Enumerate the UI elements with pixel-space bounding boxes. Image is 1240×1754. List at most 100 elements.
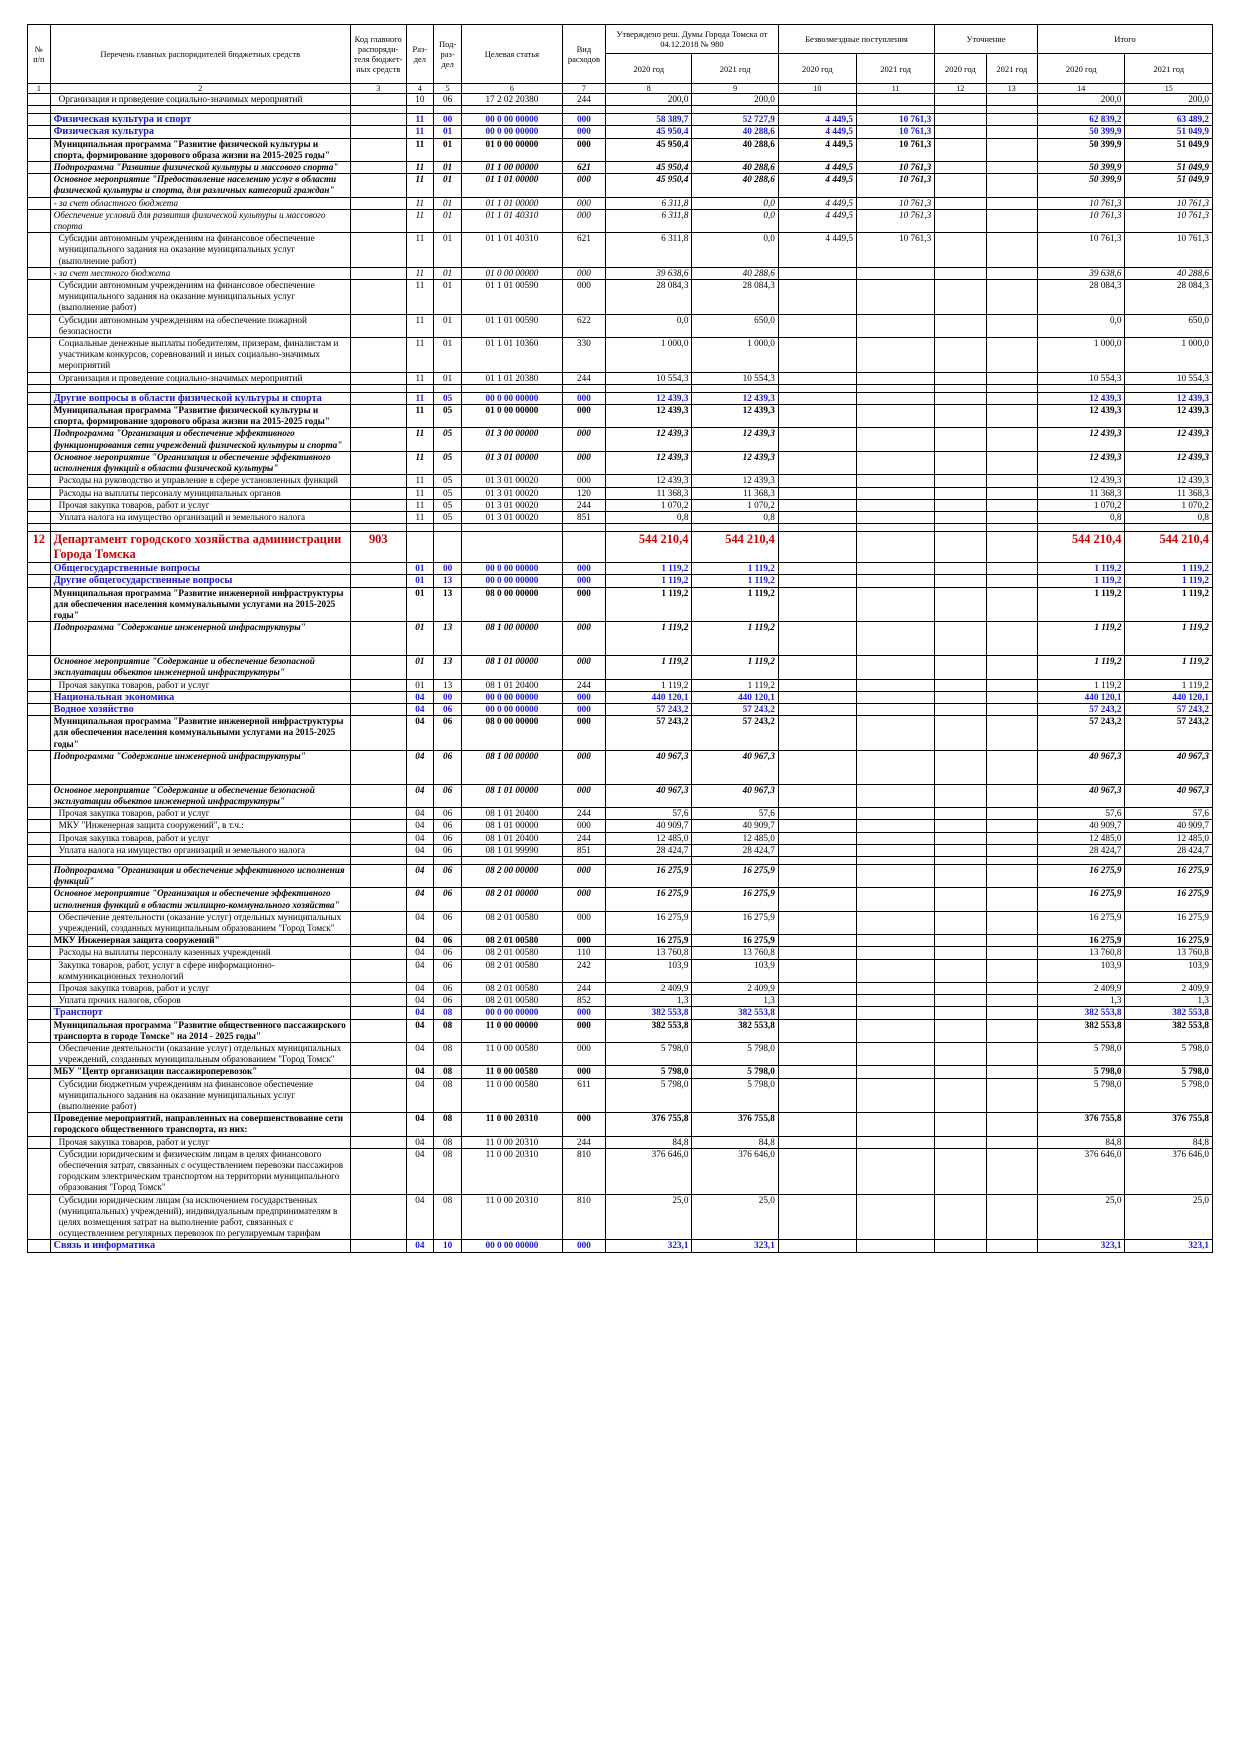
row-grants-2021	[855, 562, 936, 576]
row-grants-2021	[855, 510, 936, 525]
spacer-cell	[405, 105, 435, 115]
row-total-2021: 5 798,0	[1124, 1077, 1213, 1114]
table-row: Подпрограмма "Содержание инженерной инфр…	[27, 621, 1213, 657]
row-clarification-2020	[934, 92, 987, 107]
table-row: Муниципальная программа "Развитие физиче…	[27, 137, 1213, 163]
row-total-2021: 103,9	[1124, 958, 1213, 984]
row-grants-2021	[855, 1239, 936, 1253]
table-row: Муниципальная программа "Развитие физиче…	[27, 404, 1213, 429]
row-grants-2020	[777, 749, 857, 785]
spacer-row	[27, 105, 1213, 115]
row-razdel: 01	[405, 562, 435, 576]
row-grants-2021	[855, 531, 936, 564]
row-approved-2020: 6 311,8	[605, 208, 693, 234]
row-clarification-2021	[985, 783, 1039, 809]
row-clarification-2021	[985, 427, 1039, 452]
row-target: 08 2 01 00580	[461, 910, 563, 936]
header-year: 2021 год	[1124, 53, 1213, 84]
table-row: Подпрограмма "Содержание инженерной инфр…	[27, 749, 1213, 785]
row-grants-2021	[855, 783, 936, 809]
header-clarification: Уточнение	[934, 24, 1038, 54]
row-razdel: 04	[405, 715, 435, 751]
spacer-cell	[561, 105, 607, 115]
row-approved-2021: 40 288,6	[691, 173, 779, 198]
row-target: 11 0 00 20310	[461, 1112, 563, 1137]
row-grants-2021	[855, 655, 936, 680]
table-row: - за счет областного бюджета 11 01 01 1 01 …	[27, 196, 1213, 210]
row-approved-2021: 2 409,9	[691, 981, 779, 996]
row-total-2021: 10 761,3	[1124, 232, 1213, 268]
header-target: Целевая статья	[461, 24, 563, 84]
row-total-2020: 50 399,9	[1036, 137, 1126, 163]
row-grants-2021	[855, 427, 936, 452]
row-razdel: 04	[405, 690, 435, 704]
row-approved-2020: 6 311,8	[605, 232, 693, 268]
spacer-cell	[855, 523, 936, 533]
table-row: Основное мероприятие "Организация и обес…	[27, 887, 1213, 912]
row-razdel: 01	[405, 621, 435, 657]
row-total-2021: 40 967,3	[1124, 749, 1213, 785]
row-total-2021: 376 755,8	[1124, 1112, 1213, 1137]
row-clarification-2020	[934, 934, 987, 948]
row-total-2021: 16 275,9	[1124, 910, 1213, 936]
row-razdel: 04	[405, 863, 435, 889]
row-grants-2020	[777, 981, 857, 996]
row-podrazdel: 06	[433, 934, 463, 948]
row-clarification-2020	[934, 887, 987, 912]
spacer-cell	[461, 105, 563, 115]
table-row: Закупка товаров, работ, услуг в сфере ин…	[27, 958, 1213, 984]
row-razdel: 11	[405, 474, 435, 488]
row-code	[349, 371, 407, 385]
row-grants-2021	[855, 843, 936, 857]
row-grants-2020	[777, 486, 857, 500]
row-approved-2020: 16 275,9	[605, 910, 693, 936]
row-approved-2020: 5 798,0	[605, 1042, 693, 1067]
row-code	[349, 690, 407, 704]
row-razdel: 11	[405, 125, 435, 139]
row-vid	[561, 531, 607, 564]
row-target: 01 1 01 00590	[461, 313, 563, 339]
row-number	[27, 574, 51, 588]
row-approved-2021: 1 119,2	[691, 678, 779, 692]
row-approved-2021: 12 439,3	[691, 450, 779, 476]
table-row: 12 Департамент городского хозяйства админ…	[27, 531, 1213, 564]
row-total-2020: 16 275,9	[1036, 934, 1126, 948]
row-total-2020: 323,1	[1036, 1239, 1126, 1253]
row-target: 08 1 01 00000	[461, 819, 563, 833]
row-clarification-2021	[985, 574, 1039, 588]
row-grants-2020	[777, 1147, 857, 1195]
row-razdel: 10	[405, 92, 435, 107]
row-podrazdel: 05	[433, 498, 463, 512]
header-approved: Утверждено реш. Думы Города Томска от 04…	[605, 24, 779, 54]
spacer-cell	[349, 105, 407, 115]
row-name: Субсидии бюджетным учреждениям на финанс…	[49, 1077, 351, 1114]
row-clarification-2020	[934, 910, 987, 936]
row-grants-2020	[777, 266, 857, 281]
table-row: Субсидии юридическим лицам (за исключени…	[27, 1193, 1213, 1241]
row-approved-2020: 6 311,8	[605, 196, 693, 210]
row-clarification-2021	[985, 1112, 1039, 1137]
row-approved-2021: 12 485,0	[691, 831, 779, 845]
row-total-2021: 13 760,8	[1124, 946, 1213, 960]
row-approved-2020: 12 439,3	[605, 391, 693, 406]
row-grants-2020	[777, 715, 857, 751]
row-podrazdel: 08	[433, 1147, 463, 1195]
row-razdel: 04	[405, 934, 435, 948]
row-clarification-2020	[934, 946, 987, 960]
row-vid: 120	[561, 486, 607, 500]
table-row: Основное мероприятие "Организация и обес…	[27, 450, 1213, 476]
row-vid: 110	[561, 946, 607, 960]
row-approved-2021: 1 119,2	[691, 586, 779, 623]
row-vid: 000	[561, 819, 607, 833]
row-grants-2020	[777, 371, 857, 385]
row-podrazdel	[433, 531, 463, 564]
row-razdel: 11	[405, 196, 435, 210]
row-number	[27, 1193, 51, 1241]
row-grants-2021	[855, 586, 936, 623]
row-clarification-2020	[934, 279, 987, 315]
row-number	[27, 161, 51, 175]
row-grants-2021: 10 761,3	[855, 137, 936, 163]
row-clarification-2021	[985, 678, 1039, 692]
table-row: МБУ "Центр организации пассажироперевозо…	[27, 1065, 1213, 1079]
row-number	[27, 981, 51, 996]
